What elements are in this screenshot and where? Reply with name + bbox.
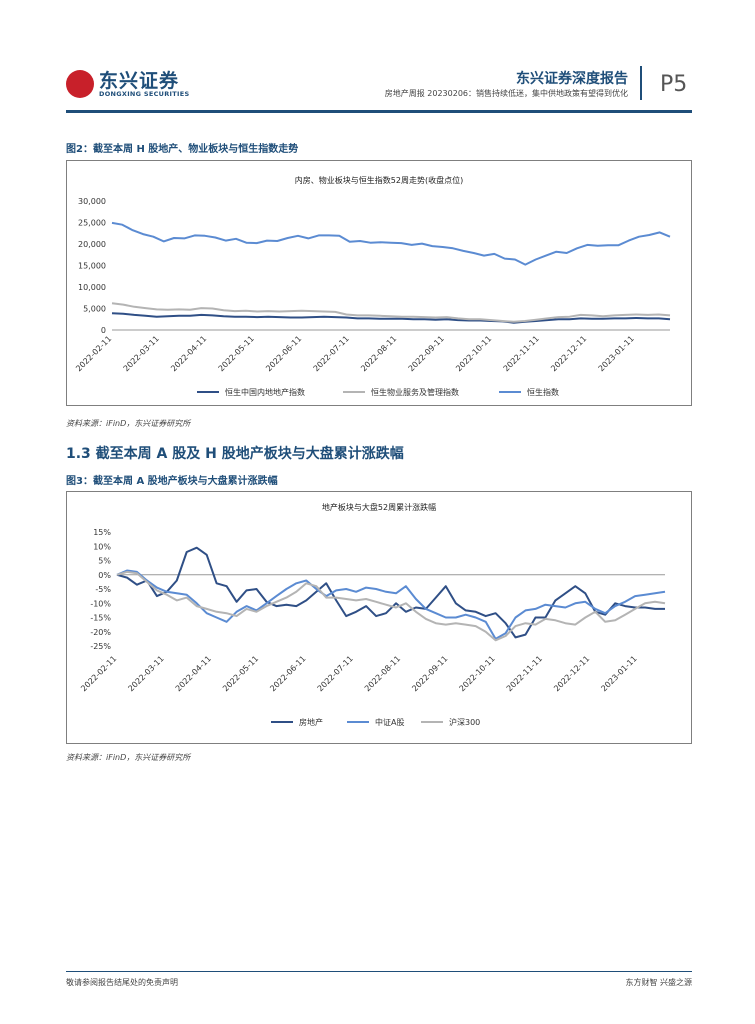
series-line-3 — [111, 221, 671, 266]
chart-title: 内房、物业板块与恒生指数52周走势(收盘点位) — [295, 175, 463, 185]
page-number: P5 — [660, 72, 688, 97]
y-tick-label: 5,000 — [83, 305, 106, 314]
section-heading: 1.3 截至本周 A 股及 H 股地产板块与大盘累计涨跌幅 — [66, 446, 404, 462]
legend-label: 恒生物业服务及管理指数 — [371, 387, 459, 397]
x-tick-label: 2022-07-11 — [312, 334, 351, 373]
figure2-caption: 图2：截至本周 H 股地产、物业板块与恒生指数走势 — [66, 144, 299, 155]
y-tick-label: -20% — [90, 628, 111, 637]
x-tick-label: 2022-08-11 — [363, 654, 402, 693]
x-tick-label: 2022-11-11 — [502, 334, 541, 373]
y-tick-label: 10,000 — [78, 283, 106, 292]
header-rule — [66, 110, 692, 113]
x-tick-label: 2022-05-11 — [221, 654, 260, 693]
figure2-chart: 内房、物业板块与恒生指数52周走势(收盘点位) 0 5,000 10,000 15,00… — [74, 175, 671, 397]
series-line-2 — [116, 569, 666, 640]
logo-subtitle: DONGXING SECURITIES — [99, 90, 190, 98]
figure2-chart-frame: 内房、物业板块与恒生指数52周走势(收盘点位) 0 5,000 10,000 15,00… — [66, 160, 692, 406]
logo-name: 东兴证券 — [99, 70, 180, 92]
figure3-chart: 地产板块与大盘52周累计涨跌幅 -25% -20% -15% -10% -5% 0% 5% 10… — [79, 502, 666, 727]
y-tick-label: 25,000 — [78, 219, 106, 228]
x-tick-label: 2022-10-11 — [454, 334, 493, 373]
x-tick-label: 2022-06-11 — [268, 654, 307, 693]
x-tick-label: 2022-06-11 — [264, 334, 303, 373]
y-tick-label: 15% — [93, 528, 111, 537]
report-title: 东兴证券深度报告 — [516, 71, 628, 87]
x-tick-label: 2022-12-11 — [549, 334, 588, 373]
x-tick-label: 2022-11-11 — [505, 654, 544, 693]
series-line-2 — [111, 302, 671, 323]
x-tick-label: 2022-07-11 — [316, 654, 355, 693]
y-tick-label: 20,000 — [78, 240, 106, 249]
chart-title: 地产板块与大盘52周累计涨跌幅 — [322, 502, 436, 512]
x-tick-label: 2022-04-11 — [169, 334, 208, 373]
series-line-3 — [116, 570, 666, 642]
x-tick-label: 2022-03-11 — [126, 654, 165, 693]
y-tick-label: -5% — [95, 585, 111, 594]
x-tick-label: 2022-10-11 — [458, 654, 497, 693]
x-tick-label: 2022-09-11 — [407, 334, 446, 373]
y-tick-label: -25% — [90, 642, 111, 651]
y-tick-label: 30,000 — [78, 197, 106, 206]
x-tick-label: 2022-04-11 — [174, 654, 213, 693]
legend-label: 中证A股 — [375, 717, 404, 727]
x-tick-label: 2022-09-11 — [410, 654, 449, 693]
y-tick-label: 0% — [98, 571, 111, 580]
x-tick-label: 2022-02-11 — [79, 654, 118, 693]
x-tick-label: 2022-12-11 — [552, 654, 591, 693]
footer-slogan: 东方财智 兴盛之源 — [625, 978, 692, 987]
legend-label: 沪深300 — [449, 717, 480, 727]
header-divider — [640, 66, 642, 100]
series-line-1 — [116, 546, 665, 639]
x-tick-label: 2022-05-11 — [217, 334, 256, 373]
y-tick-label: 15,000 — [78, 262, 106, 271]
y-tick-label: 5% — [98, 557, 111, 566]
x-tick-label: 2023-01-11 — [599, 654, 638, 693]
y-tick-label: 0 — [101, 326, 106, 335]
x-tick-label: 2022-08-11 — [359, 334, 398, 373]
figure3-source: 资料来源：iFinD，东兴证券研究所 — [66, 753, 191, 762]
x-tick-label: 2022-02-11 — [74, 334, 113, 373]
report-subtitle: 房地产周报 20230206：销售持续低迷，集中供地政策有望得到优化 — [384, 89, 628, 98]
x-tick-label: 2023-01-11 — [597, 334, 636, 373]
y-tick-label: -15% — [90, 614, 111, 623]
legend-label: 恒生中国内地地产指数 — [225, 387, 305, 397]
footer-disclaimer: 敬请参阅报告结尾处的免责声明 — [66, 978, 178, 987]
x-tick-label: 2022-03-11 — [122, 334, 161, 373]
figure2-source: 资料来源：iFinD，东兴证券研究所 — [66, 419, 191, 428]
legend-label: 房地产 — [299, 717, 323, 727]
y-tick-label: -10% — [90, 599, 111, 608]
legend-label: 恒生指数 — [527, 387, 559, 397]
figure3-chart-frame: 地产板块与大盘52周累计涨跌幅 -25% -20% -15% -10% -5% 0% 5% 10… — [66, 491, 692, 744]
series-line-1 — [111, 312, 671, 324]
footer-rule — [66, 971, 692, 972]
logo-icon — [66, 70, 94, 98]
figure3-caption: 图3：截至本周 A 股地产板块与大盘累计涨跌幅 — [66, 476, 278, 487]
y-tick-label: 10% — [93, 542, 111, 551]
